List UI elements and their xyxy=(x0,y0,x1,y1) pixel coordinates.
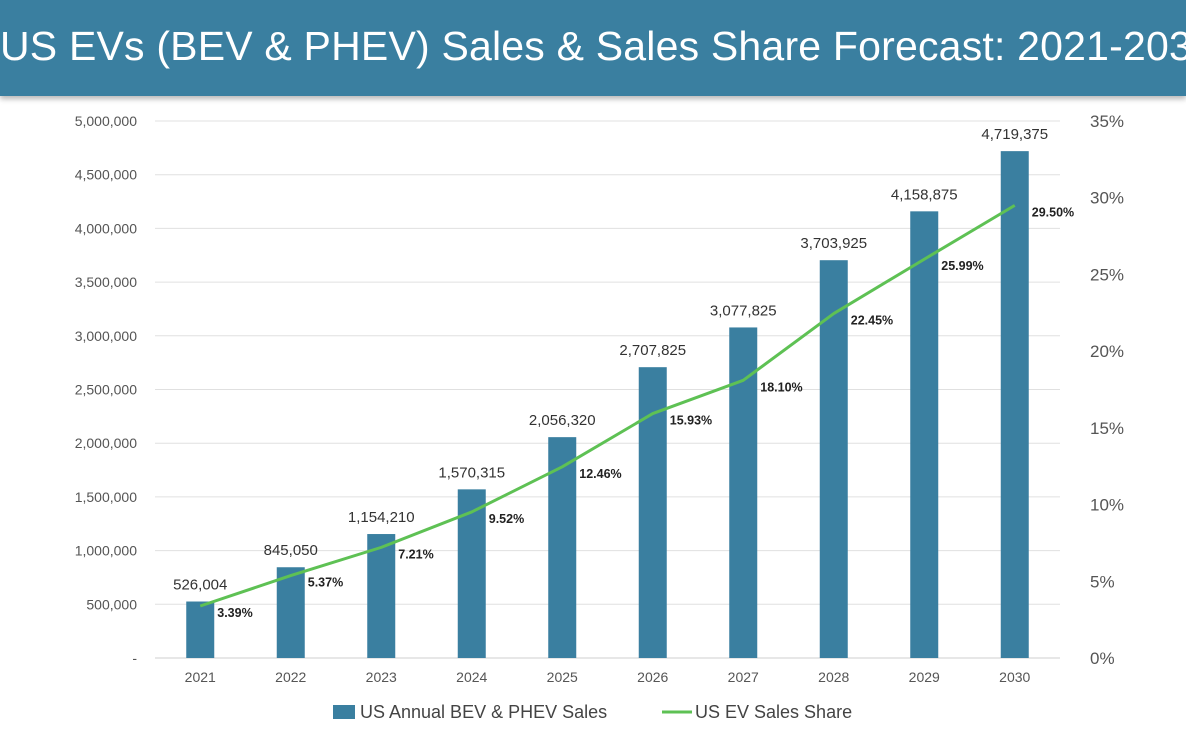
right-axis-tick-label: 35% xyxy=(1090,112,1124,131)
right-axis-tick-label: 0% xyxy=(1090,649,1115,668)
legend-bar-swatch xyxy=(333,705,355,719)
bar-series xyxy=(186,151,1029,658)
right-axis-tick-label: 10% xyxy=(1090,496,1124,515)
legend: US Annual BEV & PHEV Sales US EV Sales S… xyxy=(333,702,852,722)
x-axis-tick-label: 2022 xyxy=(275,669,306,685)
line-data-label: 25.99% xyxy=(941,259,983,273)
left-axis-tick-label: - xyxy=(132,650,137,666)
bar xyxy=(548,437,577,658)
bar xyxy=(457,489,486,658)
legend-bar-label: US Annual BEV & PHEV Sales xyxy=(360,702,607,722)
bar-data-label: 526,004 xyxy=(173,577,227,594)
left-axis-tick-label: 4,500,000 xyxy=(75,167,137,183)
right-axis-tick-label: 15% xyxy=(1090,419,1124,438)
x-axis-tick-label: 2027 xyxy=(728,669,759,685)
bar xyxy=(638,367,667,658)
x-axis-tick-label: 2024 xyxy=(456,669,487,685)
bar xyxy=(819,260,848,658)
share-line xyxy=(199,204,1016,608)
left-axis-tick-label: 1,500,000 xyxy=(75,489,137,505)
line-data-label: 18.10% xyxy=(760,380,802,394)
right-axis-tick-label: 5% xyxy=(1090,572,1115,591)
left-axis-tick-label: 4,000,000 xyxy=(75,220,137,236)
x-axis-tick-label: 2029 xyxy=(909,669,940,685)
x-axis-ticks: 2021 2022 2023 2024 2025 2026 2027 2028 2029 2030 xyxy=(185,669,1031,685)
bar-data-label: 3,077,825 xyxy=(710,302,777,319)
left-axis-tick-label: 3,500,000 xyxy=(75,274,137,290)
bar-data-label: 4,719,375 xyxy=(981,126,1048,143)
bar xyxy=(276,567,305,658)
left-axis-tick-label: 2,000,000 xyxy=(75,435,137,451)
bar xyxy=(1000,151,1029,658)
bar-data-labels: 526,004 845,050 1,154,210 1,570,315 2,056,32… xyxy=(173,126,1048,593)
line-data-label: 9.52% xyxy=(489,512,524,526)
right-axis-tick-label: 30% xyxy=(1090,189,1124,208)
left-axis-tick-label: 2,500,000 xyxy=(75,382,137,398)
bar-data-label: 3,703,925 xyxy=(800,235,867,252)
chart-title: US EVs (BEV & PHEV) Sales & Sales Share … xyxy=(0,23,1186,69)
bar-data-label: 845,050 xyxy=(264,542,318,559)
bar-data-label: 2,056,320 xyxy=(529,412,596,429)
bar-data-label: 1,154,210 xyxy=(348,509,415,526)
left-axis-tick-label: 1,000,000 xyxy=(75,543,137,559)
line-series xyxy=(199,204,1016,608)
right-axis-ticks: 0% 5% 10% 15% 20% 25% 30% 35% xyxy=(1090,112,1124,668)
legend-line-label: US EV Sales Share xyxy=(695,702,852,722)
bar xyxy=(186,601,215,658)
right-axis-tick-label: 25% xyxy=(1090,265,1124,284)
bar-data-label: 4,158,875 xyxy=(891,186,958,203)
x-axis-tick-label: 2023 xyxy=(366,669,397,685)
left-axis-tick-label: 500,000 xyxy=(86,596,137,612)
x-axis-tick-label: 2028 xyxy=(818,669,849,685)
bar-data-label: 1,570,315 xyxy=(438,464,505,481)
bar xyxy=(367,534,396,658)
x-axis-tick-label: 2030 xyxy=(999,669,1030,685)
x-axis-tick-label: 2021 xyxy=(185,669,216,685)
line-data-label: 22.45% xyxy=(851,314,893,328)
line-data-label: 7.21% xyxy=(398,547,433,561)
right-axis-tick-label: 20% xyxy=(1090,342,1124,361)
line-data-label: 5.37% xyxy=(308,576,343,590)
bar-data-label: 2,707,825 xyxy=(619,342,686,359)
line-data-label: 12.46% xyxy=(579,467,621,481)
bar xyxy=(910,211,939,658)
left-axis-tick-label: 3,000,000 xyxy=(75,328,137,344)
left-axis-ticks: - 500,000 1,000,000 1,500,000 2,000,000 2,500… xyxy=(75,113,138,666)
title-banner: US EVs (BEV & PHEV) Sales & Sales Share … xyxy=(0,0,1186,96)
x-axis-tick-label: 2026 xyxy=(637,669,668,685)
line-data-label: 29.50% xyxy=(1032,205,1074,219)
line-data-labels: 3.39% 5.37% 7.21% 9.52% 12.46% 15.93% 18.10% 22… xyxy=(217,205,1074,620)
left-axis-tick-label: 5,000,000 xyxy=(75,113,137,129)
gridlines xyxy=(155,120,1060,659)
line-data-label: 3.39% xyxy=(217,606,252,620)
line-data-label: 15.93% xyxy=(670,414,712,428)
x-axis-tick-label: 2025 xyxy=(547,669,578,685)
bar xyxy=(729,327,758,658)
